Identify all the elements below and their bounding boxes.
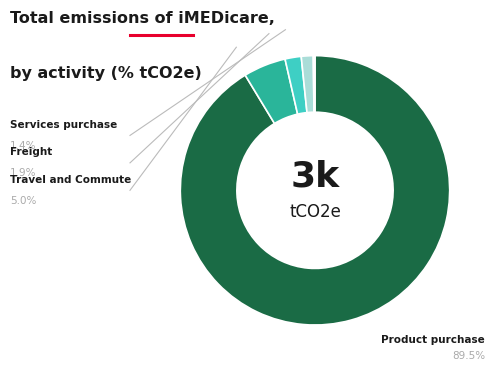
Wedge shape [285, 56, 307, 114]
Text: by activity (% tCO2e): by activity (% tCO2e) [10, 66, 202, 81]
Wedge shape [314, 56, 315, 112]
Text: Total emissions of iMEDicare,: Total emissions of iMEDicare, [10, 11, 275, 26]
Text: tCO2e: tCO2e [289, 203, 341, 221]
Text: 3k: 3k [290, 160, 340, 194]
Text: Product purchase: Product purchase [382, 335, 485, 345]
Text: 1.9%: 1.9% [10, 168, 36, 178]
Text: Services purchase: Services purchase [10, 120, 117, 130]
Wedge shape [301, 56, 314, 113]
Text: 5.0%: 5.0% [10, 196, 36, 206]
Text: Freight: Freight [10, 147, 52, 157]
Text: 1.4%: 1.4% [10, 141, 36, 151]
Wedge shape [180, 56, 450, 325]
Text: Travel and Commute: Travel and Commute [10, 175, 131, 185]
Text: 89.5%: 89.5% [452, 351, 485, 361]
Wedge shape [245, 59, 298, 123]
